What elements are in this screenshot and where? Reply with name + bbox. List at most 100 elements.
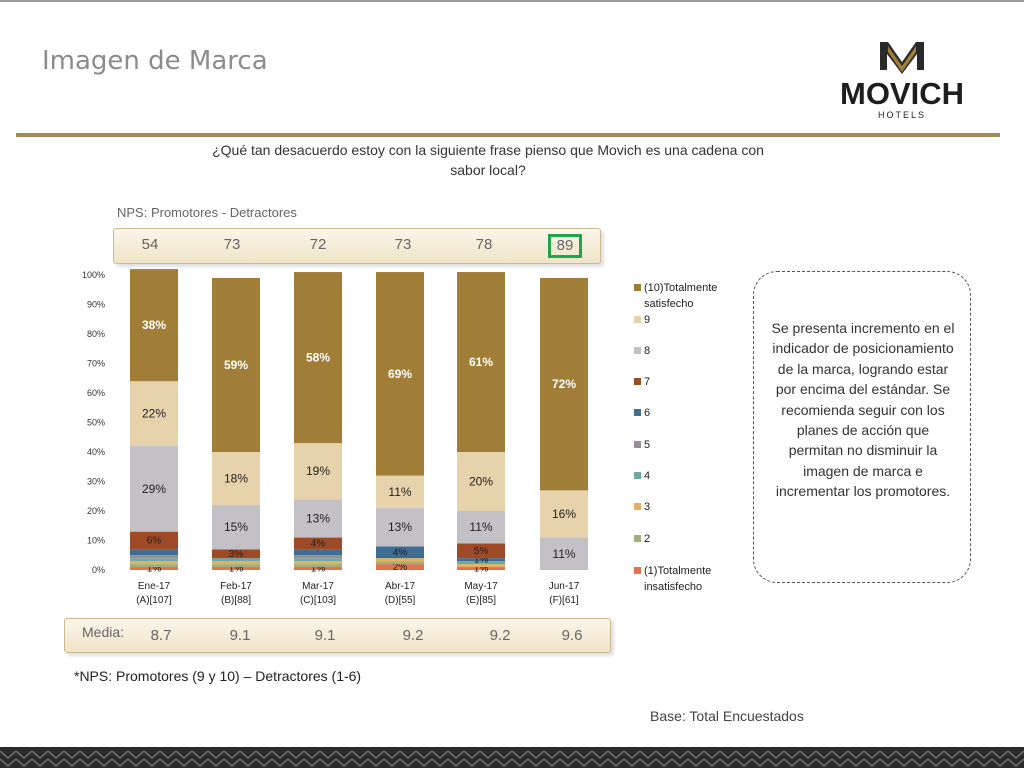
legend-swatch bbox=[634, 378, 641, 385]
bar-segment bbox=[130, 446, 178, 532]
bar-segment bbox=[457, 543, 505, 559]
bar-segment bbox=[294, 499, 342, 538]
legend-swatch bbox=[634, 316, 641, 323]
y-tick-label: 60% bbox=[87, 388, 105, 398]
bar-segment bbox=[376, 508, 424, 547]
media-value-mar: 9.1 bbox=[314, 627, 336, 644]
x-tick-label: May-17 bbox=[464, 581, 498, 592]
x-tick-sublabel: (B)[88] bbox=[221, 595, 251, 606]
bar-segment bbox=[457, 452, 505, 511]
legend-label: 7 bbox=[644, 376, 651, 388]
x-tick-sublabel: (E)[85] bbox=[466, 595, 496, 606]
y-tick-label: 30% bbox=[87, 477, 105, 487]
bars: 1% 6% 29% 22% 38% 1% 3% 15% 18% 59% 1% 4% 13% 19% 58% 2… bbox=[130, 269, 588, 575]
data-label: 18% bbox=[224, 472, 248, 486]
media-label: Media: bbox=[82, 624, 125, 640]
x-tick-label: Jun-17 bbox=[549, 581, 580, 592]
bar-segment bbox=[212, 558, 260, 562]
decorative-bottom-border bbox=[0, 747, 1024, 768]
bar-segment bbox=[212, 561, 260, 565]
bar-segment bbox=[294, 558, 342, 562]
media-value-ene: 8.7 bbox=[150, 627, 172, 644]
data-label: 38% bbox=[142, 318, 166, 332]
y-tick-label: 90% bbox=[87, 300, 105, 310]
data-label: 59% bbox=[224, 358, 248, 372]
bar-segment bbox=[212, 452, 260, 506]
data-label: 1% bbox=[311, 564, 326, 575]
legend-swatch bbox=[634, 284, 641, 291]
data-label: 1% bbox=[474, 555, 489, 566]
bar-segment bbox=[130, 381, 178, 447]
bar-segment bbox=[376, 558, 424, 562]
legend-label: 6 bbox=[644, 407, 651, 419]
bar-segment bbox=[212, 277, 260, 452]
bar-segment bbox=[457, 558, 505, 562]
x-tick-label: Mar-17 bbox=[302, 581, 334, 592]
data-label: 11% bbox=[388, 485, 411, 499]
data-label: 4% bbox=[393, 547, 408, 558]
bar-segment bbox=[376, 546, 424, 559]
data-label: 11% bbox=[552, 547, 575, 561]
data-label: 15% bbox=[224, 520, 248, 534]
data-label: 1% bbox=[229, 564, 244, 575]
x-axis: Ene-17 (A)[107] Feb-17 (B)[88] Mar-17 (C)[103… bbox=[136, 581, 580, 606]
top-border-line bbox=[0, 0, 1024, 2]
bar-segment bbox=[457, 511, 505, 544]
data-label: 20% bbox=[469, 475, 493, 489]
bar-segment bbox=[130, 269, 178, 382]
legend-swatch bbox=[634, 535, 641, 542]
bar-segment bbox=[376, 475, 424, 509]
title-rule bbox=[16, 133, 1000, 137]
nps-value-jun-highlight: 89 bbox=[548, 234, 582, 258]
data-label: 5% bbox=[474, 546, 489, 557]
data-label: 16% bbox=[552, 507, 576, 521]
note-text: Se presenta incremento en el indicador d… bbox=[771, 320, 955, 500]
y-tick-label: 100% bbox=[82, 270, 105, 280]
legend-swatch bbox=[634, 347, 641, 354]
legend-label: 5 bbox=[644, 439, 651, 451]
legend-swatch bbox=[634, 503, 641, 510]
data-label: 1% bbox=[147, 564, 162, 575]
nps-footnote: *NPS: Promotores (9 y 10) – Detractores … bbox=[74, 668, 362, 684]
data-label: 2% bbox=[393, 562, 408, 573]
base-note: Base: Total Encuestados bbox=[650, 708, 804, 724]
bar-segment bbox=[130, 531, 178, 550]
data-label: 11% bbox=[469, 520, 492, 534]
bar-segment bbox=[540, 277, 588, 491]
data-label: 3% bbox=[229, 549, 244, 560]
bar-segment bbox=[130, 549, 178, 556]
y-tick-label: 0% bbox=[92, 565, 105, 575]
note-box bbox=[753, 271, 971, 583]
nps-label: NPS: Promotores - Detractores bbox=[117, 205, 297, 220]
y-tick-label: 50% bbox=[87, 418, 105, 428]
y-tick-label: 70% bbox=[87, 359, 105, 369]
legend-swatch bbox=[634, 472, 641, 479]
x-tick-label: Abr-17 bbox=[385, 581, 415, 592]
data-label: 13% bbox=[306, 511, 330, 525]
bar-segment bbox=[130, 558, 178, 562]
x-tick-sublabel: (A)[107] bbox=[136, 595, 172, 606]
data-label: 13% bbox=[388, 520, 412, 534]
bar-segment bbox=[540, 537, 588, 570]
nps-value-feb: 73 bbox=[223, 236, 241, 253]
logo-subtitle: HOTELS bbox=[878, 110, 926, 120]
data-label: 29% bbox=[142, 482, 166, 496]
bar-segment bbox=[130, 561, 178, 565]
y-tick-label: 80% bbox=[87, 329, 105, 339]
data-label: 19% bbox=[306, 464, 330, 478]
bar-segment bbox=[376, 272, 424, 476]
data-label: 22% bbox=[142, 407, 166, 421]
stacked-bar-chart: 0% 10% 20% 30% 40% 50% 60% 70% 80% 90% 100% 1% 6% 29… bbox=[82, 269, 588, 606]
media-value-may: 9.2 bbox=[489, 627, 511, 644]
nps-panel bbox=[113, 228, 601, 264]
bar-segment bbox=[457, 564, 505, 568]
survey-question: ¿Qué tan desacuerdo estoy con la siguien… bbox=[212, 142, 764, 178]
y-axis: 0% 10% 20% 30% 40% 50% 60% 70% 80% 90% 100% bbox=[82, 270, 105, 575]
bar-segment bbox=[457, 567, 505, 570]
bar-segment bbox=[294, 537, 342, 550]
y-tick-label: 40% bbox=[87, 447, 105, 457]
bar-segment bbox=[212, 549, 260, 559]
media-panel bbox=[64, 618, 611, 653]
legend-label: 2 bbox=[644, 533, 651, 545]
bar-segment bbox=[457, 272, 505, 452]
